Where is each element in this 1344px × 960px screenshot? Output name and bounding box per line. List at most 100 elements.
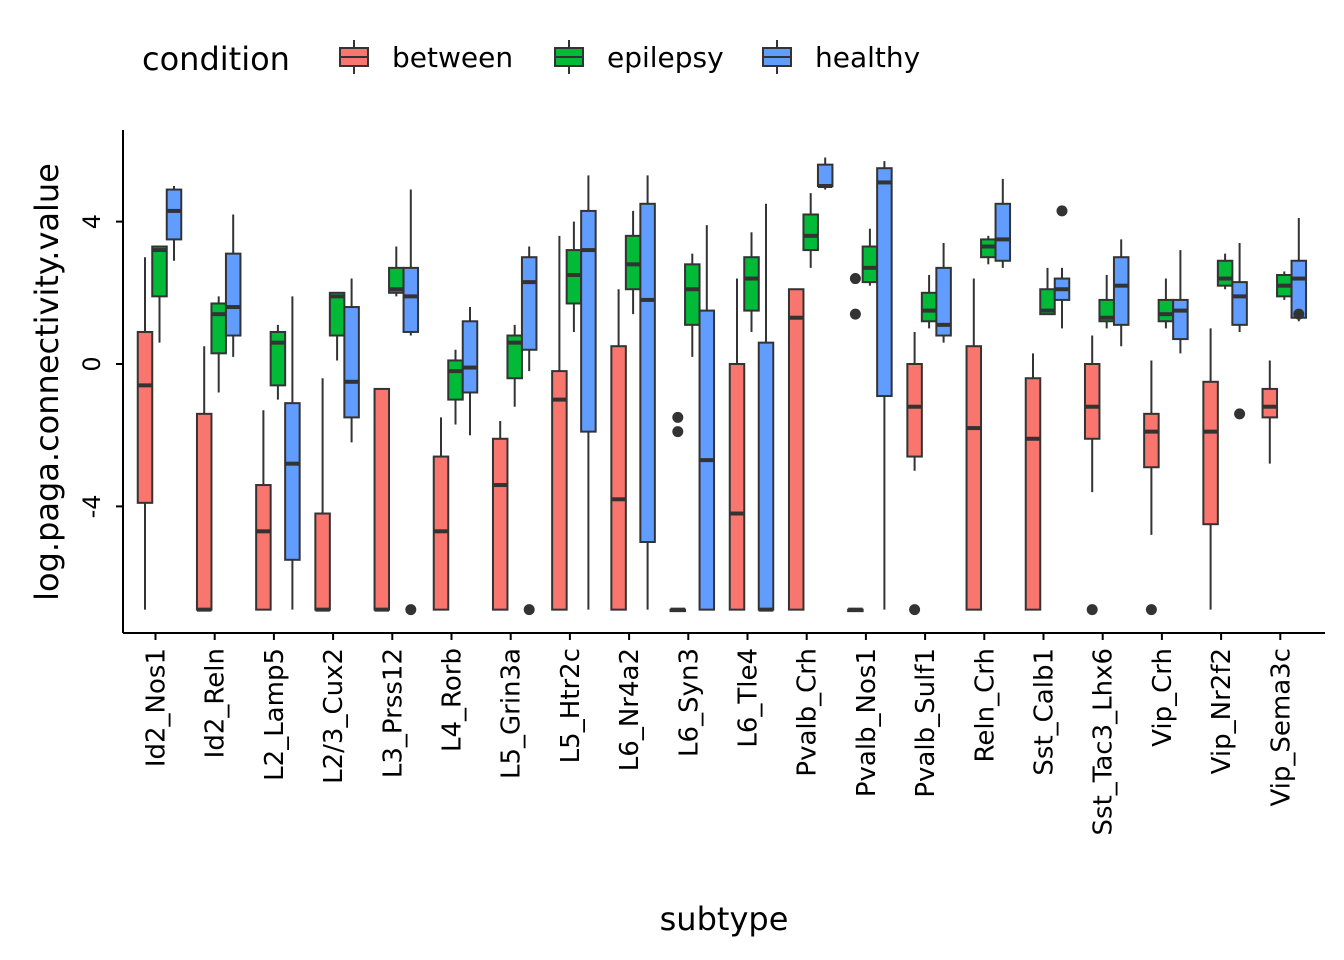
box-healthy-pvalb-crh <box>816 157 834 190</box>
box-between-sst-tac3-lhx6 <box>1083 335 1101 616</box>
box-iqr <box>284 402 301 561</box>
box-iqr <box>1039 288 1056 316</box>
box-iqr <box>994 202 1012 262</box>
box-epilepsy-pvalb-nos1 <box>861 228 879 286</box>
box-iqr <box>1216 259 1234 287</box>
legend-item-between: between <box>339 40 513 74</box>
box-between-pvalb-crh <box>787 288 805 611</box>
box-epilepsy-l6-nr4a2 <box>624 210 642 315</box>
x-tick-label-l4-rorb: L4_Rorb <box>438 648 468 752</box>
outlier-point <box>849 273 861 285</box>
box-iqr <box>402 266 420 333</box>
outlier-point <box>1145 604 1157 616</box>
box-between-l2-lamp5 <box>255 410 272 611</box>
box-iqr <box>757 341 775 611</box>
box-healthy-vip-nr2f2 <box>1231 242 1248 420</box>
box-healthy-l6-nr4a2 <box>639 175 656 610</box>
box-iqr <box>1112 256 1130 326</box>
box-iqr <box>314 512 331 611</box>
box-healthy-l4-rorb <box>461 307 479 436</box>
y-tick-label: 4 <box>78 214 106 229</box>
box-iqr <box>802 213 819 252</box>
box-between-l3-prss12 <box>373 387 391 612</box>
box-between-pvalb-nos1 <box>847 273 864 613</box>
box-epilepsy-sst-tac3-lhx6 <box>1098 275 1115 329</box>
box-iqr <box>373 387 391 611</box>
box-between-id2-nos1 <box>136 257 154 610</box>
legend-keys: between epilepsy healthy <box>339 40 920 74</box>
box-iqr <box>461 320 479 394</box>
box-iqr <box>165 188 183 241</box>
box-epilepsy-l3-prss12 <box>388 246 405 297</box>
box-between-l6-syn3 <box>669 411 687 613</box>
legend-item-healthy: healthy <box>762 40 920 74</box>
x-tick-label-id2-reln: Id2_Reln <box>201 648 231 758</box>
box-healthy-l3-prss12 <box>402 189 420 616</box>
x-axis-ticks: Id2_Nos1 Id2_Reln L2_Lamp5 L2/3_Cux2 L3_Prss… <box>142 633 1296 835</box>
box-epilepsy-reln-crh <box>980 235 997 265</box>
box-between-reln-crh <box>965 278 983 611</box>
box-iqr <box>210 302 227 355</box>
box-iqr <box>684 263 701 326</box>
box-epilepsy-l6-tle4 <box>743 232 760 332</box>
box-between-id2-reln <box>195 346 213 612</box>
box-iqr <box>610 345 627 611</box>
box-iqr <box>1172 298 1189 341</box>
box-iqr <box>551 370 568 611</box>
box-iqr <box>935 266 952 337</box>
box-iqr <box>580 209 597 433</box>
box-iqr <box>861 245 879 284</box>
box-iqr <box>269 330 287 387</box>
box-iqr <box>343 306 360 419</box>
box-iqr <box>920 291 938 323</box>
box-epilepsy-l4-rorb <box>447 349 464 425</box>
box-between-l4-rorb <box>432 417 450 611</box>
box-epilepsy-vip-nr2f2 <box>1216 253 1234 290</box>
box-healthy-pvalb-sulf1 <box>935 242 952 343</box>
box-epilepsy-l2-3-cux2 <box>328 291 346 361</box>
box-iqr <box>491 437 509 611</box>
box-iqr <box>787 288 805 611</box>
box-iqr <box>965 345 983 611</box>
box-epilepsy-l5-htr2c <box>565 221 583 332</box>
box-iqr <box>255 484 272 611</box>
outlier-point <box>909 604 921 616</box>
box-healthy-id2-nos1 <box>165 186 183 261</box>
box-iqr <box>195 412 213 611</box>
box-between-l2-3-cux2 <box>314 378 331 612</box>
box-between-pvalb-sulf1 <box>906 331 923 616</box>
x-tick-label-pvalb-sulf1: Pvalb_Sulf1 <box>911 648 941 798</box>
box-iqr <box>136 330 154 504</box>
box-between-l5-grin3a <box>491 420 509 611</box>
legend-label-healthy: healthy <box>815 41 920 74</box>
box-iqr <box>1202 380 1219 526</box>
x-tick-label-sst-calb1: Sst_Calb1 <box>1030 648 1060 776</box>
x-tick-label-vip-sema3c: Vip_Sema3c <box>1266 648 1296 807</box>
y-tick-label: -4 <box>78 494 106 518</box>
plot-area <box>136 157 1308 616</box>
box-epilepsy-id2-reln <box>210 296 227 393</box>
y-axis-title: log.paga.connectivity.value <box>28 163 66 601</box>
box-between-sst-calb1 <box>1024 353 1042 611</box>
outlier-point <box>1056 205 1068 217</box>
x-tick-label-pvalb-crh: Pvalb_Crh <box>793 648 823 777</box>
y-axis-ticks: -4 0 4 <box>78 214 123 518</box>
box-epilepsy-id2-nos1 <box>151 245 168 343</box>
box-iqr <box>447 359 464 401</box>
box-healthy-l5-grin3a <box>520 246 538 616</box>
box-between-vip-nr2f2 <box>1202 328 1219 610</box>
box-iqr <box>1261 387 1279 419</box>
outlier-point <box>523 604 535 616</box>
box-epilepsy-pvalb-sulf1 <box>920 275 938 329</box>
box-iqr <box>151 245 168 298</box>
x-tick-label-l3-prss12: L3_Prss12 <box>378 648 408 778</box>
legend: condition between epilepsy healthy <box>142 40 920 78</box>
x-tick-label-l2-3-cux2: L2/3_Cux2 <box>319 648 349 784</box>
box-epilepsy-pvalb-crh <box>802 193 819 268</box>
box-epilepsy-l5-grin3a <box>506 324 523 407</box>
box-healthy-l2-3-cux2 <box>343 278 360 443</box>
box-healthy-pvalb-nos1 <box>876 161 893 610</box>
x-tick-label-l6-nr4a2: L6_Nr4a2 <box>615 648 645 771</box>
legend-title: condition <box>142 40 290 78</box>
